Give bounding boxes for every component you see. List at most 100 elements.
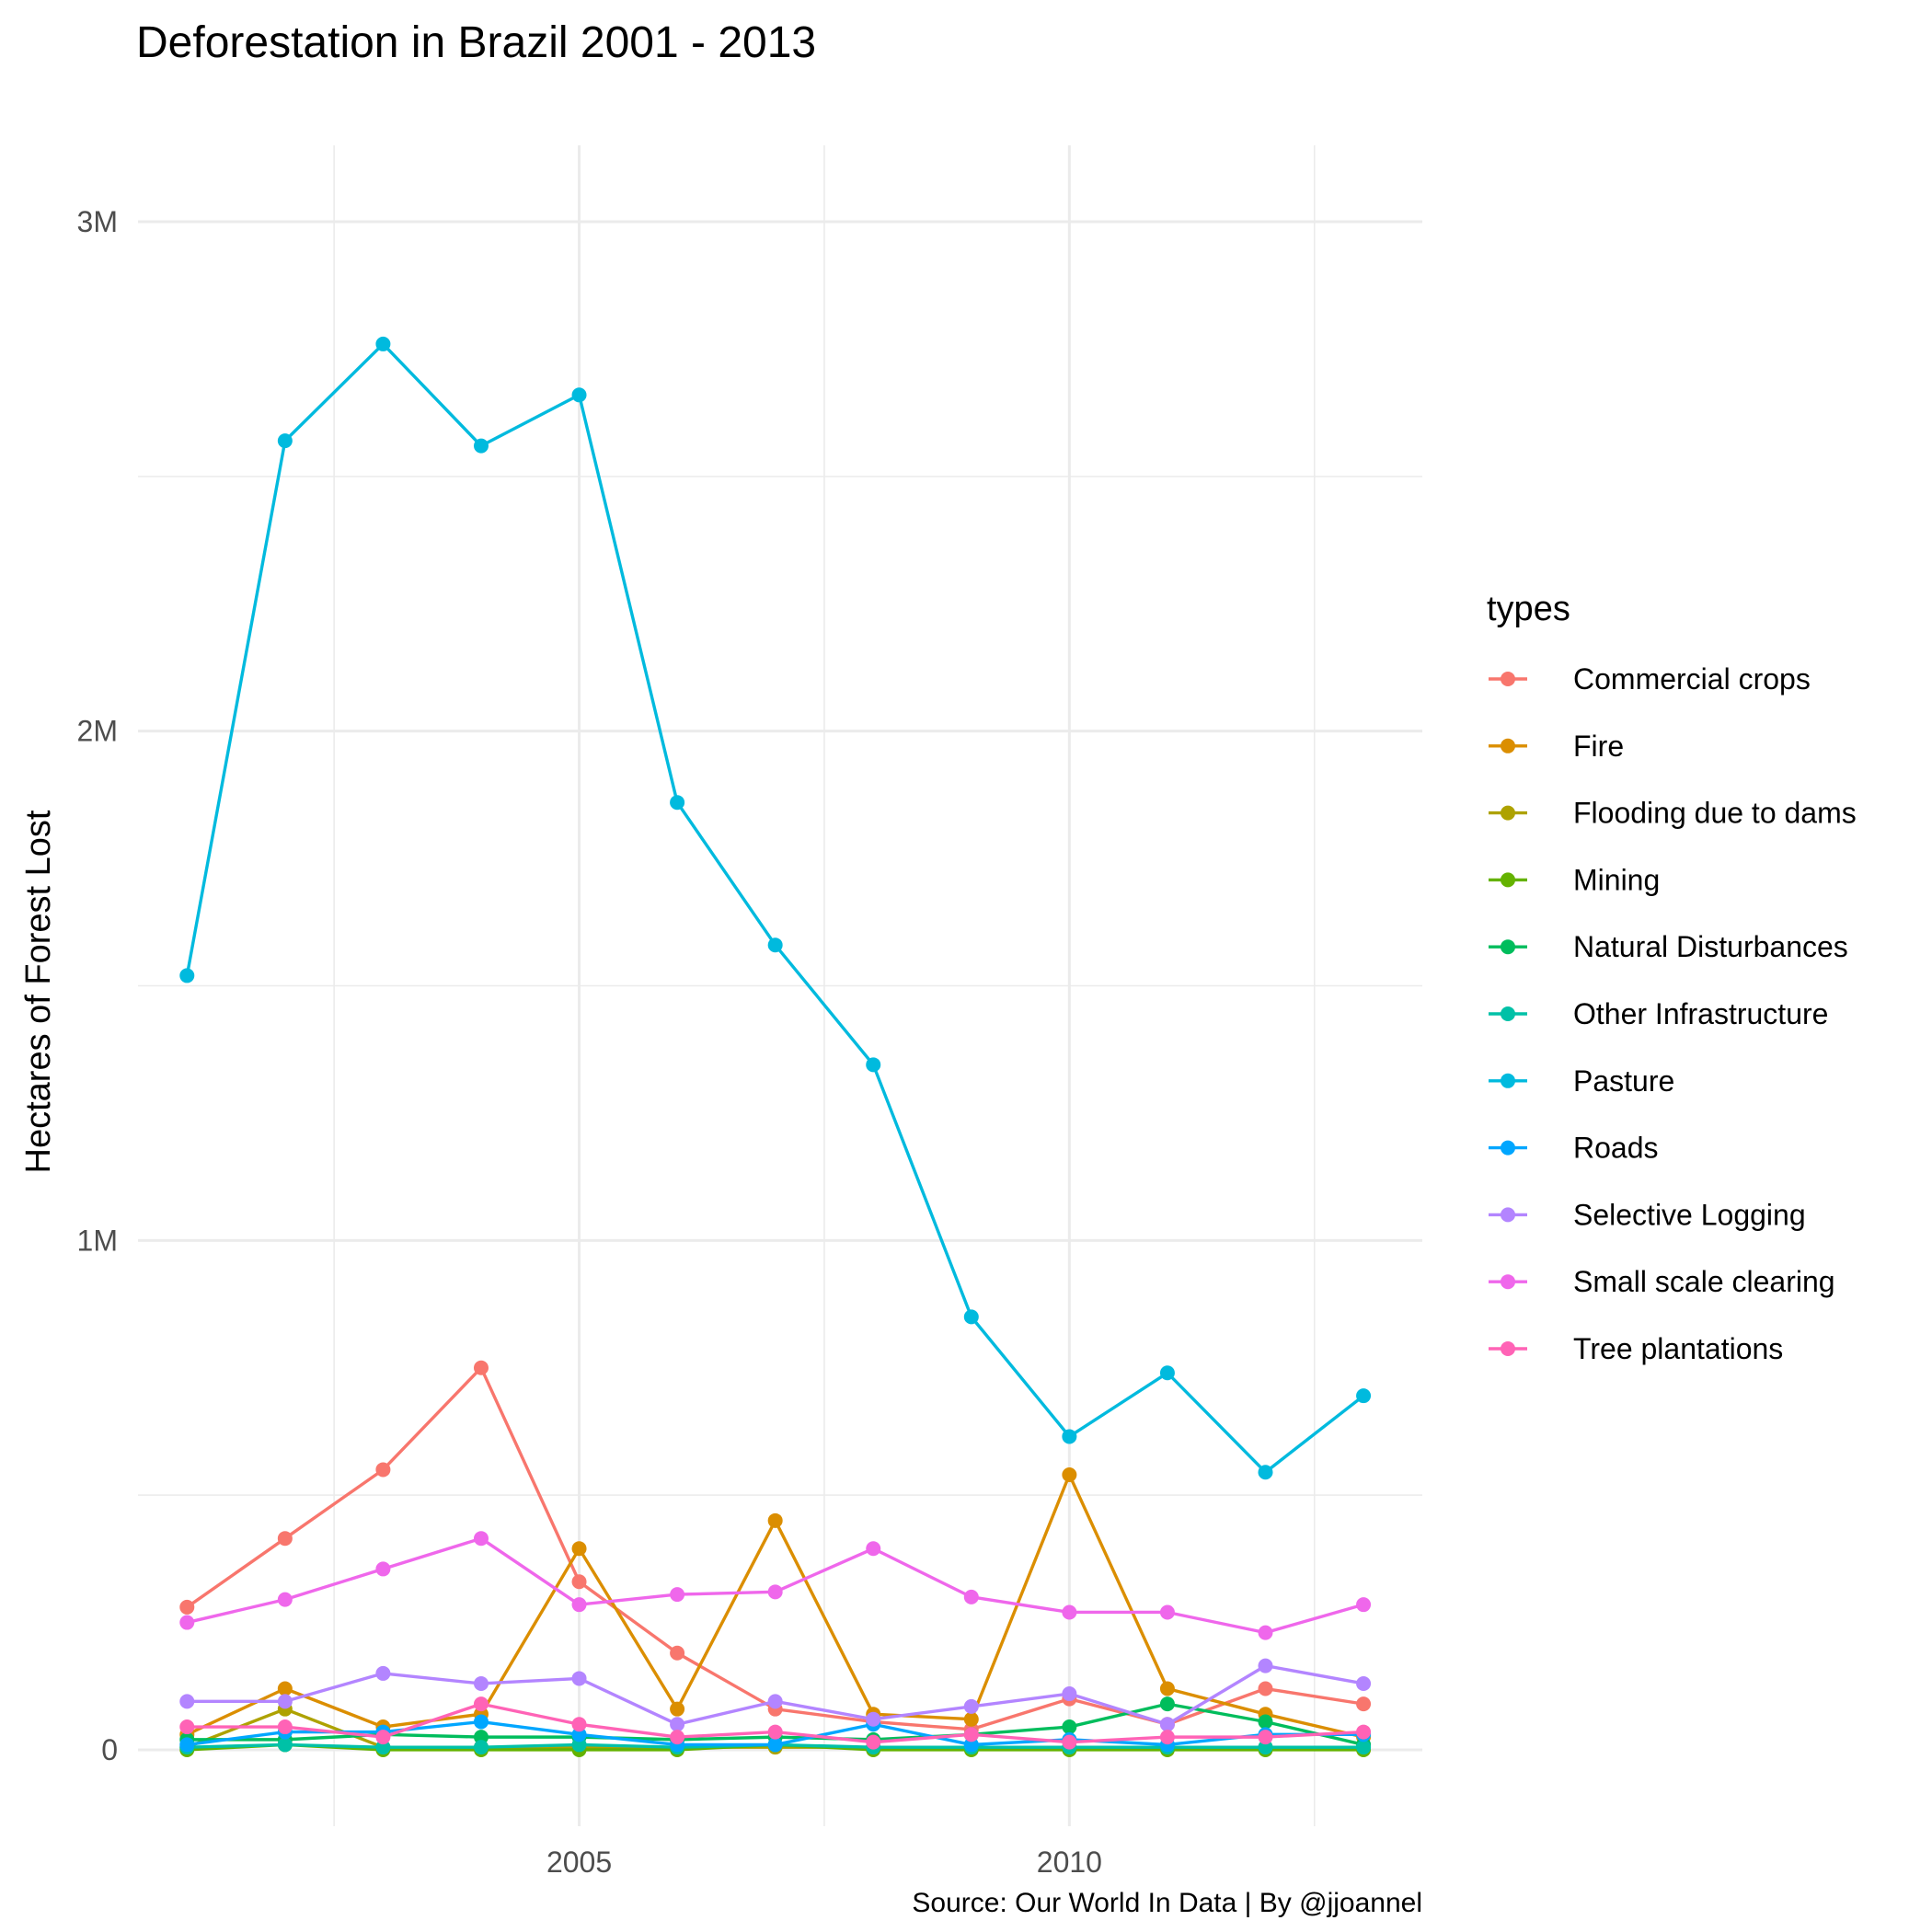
data-point	[1159, 1696, 1175, 1712]
data-point	[866, 1541, 881, 1557]
legend-label: Roads	[1573, 1132, 1659, 1165]
series-line	[186, 1366, 1364, 1731]
data-point	[375, 1561, 391, 1577]
data-point	[179, 1737, 195, 1753]
data-point	[375, 1462, 391, 1478]
legend-item: Other Infrastructure	[1489, 997, 1828, 1030]
data-point	[375, 1730, 391, 1745]
data-point	[277, 1531, 293, 1547]
legend-label: Selective Logging	[1573, 1198, 1806, 1231]
data-point	[1159, 1604, 1175, 1620]
series-line	[185, 342, 1365, 1474]
legend-item: Tree plantations	[1489, 1332, 1783, 1365]
data-point	[866, 1711, 881, 1727]
data-point	[277, 1694, 293, 1709]
legend-title: types	[1487, 590, 1570, 628]
legend-items: Commercial crops Fire Flooding due to dams…	[1489, 662, 1857, 1365]
data-point	[1159, 1730, 1175, 1745]
legend-key-point	[1501, 939, 1515, 955]
data-point	[473, 1740, 489, 1755]
legend-key-point	[1501, 1207, 1515, 1223]
data-point	[670, 795, 685, 811]
legend: types Commercial crops Fire Flooding due t…	[1487, 590, 1857, 1365]
data-point	[571, 1671, 587, 1686]
data-point	[179, 968, 195, 983]
legend-key-point	[1501, 672, 1515, 686]
data-point	[1356, 1597, 1372, 1613]
data-point	[767, 1737, 783, 1753]
legend-item: Fire	[1489, 730, 1624, 763]
data-point	[767, 937, 783, 953]
legend-label: Flooding due to dams	[1573, 797, 1857, 830]
data-point	[473, 1730, 489, 1745]
data-point	[963, 1309, 979, 1325]
data-point	[1258, 1658, 1273, 1673]
data-point	[473, 1714, 489, 1730]
y-tick-label: 3M	[77, 205, 118, 238]
legend-key-point	[1501, 805, 1515, 821]
y-tick-label: 0	[101, 1733, 118, 1766]
data-point	[963, 1737, 979, 1753]
data-point	[963, 1727, 979, 1742]
data-point	[1159, 1681, 1175, 1696]
legend-key-point	[1501, 1006, 1515, 1021]
data-point	[670, 1730, 685, 1745]
legend-item: Roads	[1489, 1132, 1659, 1165]
legend-item: Pasture	[1489, 1064, 1674, 1098]
y-tick-label: 1M	[77, 1224, 118, 1257]
data-point	[571, 1574, 587, 1590]
data-point	[1062, 1604, 1077, 1620]
series-small-scale-clearing	[179, 1531, 1372, 1640]
data-point	[473, 438, 489, 454]
data-point	[179, 1599, 195, 1615]
legend-label: Small scale clearing	[1573, 1265, 1835, 1298]
data-point	[571, 1717, 587, 1732]
data-point	[473, 1360, 489, 1375]
data-point	[1356, 1388, 1372, 1404]
data-point	[571, 387, 587, 403]
series-selective-logging	[179, 1658, 1372, 1732]
legend-key-point	[1501, 1274, 1515, 1290]
data-point	[179, 1719, 195, 1735]
y-axis-title: Hectares of Forest Lost	[19, 810, 58, 1173]
data-point	[1159, 1717, 1175, 1732]
legend-key-point	[1501, 738, 1515, 753]
chart-title: Deforestation in Brazil 2001 - 2013	[136, 18, 816, 67]
legend-item: Flooding due to dams	[1489, 797, 1857, 830]
data-point	[1062, 1734, 1077, 1750]
data-point	[1258, 1714, 1273, 1730]
data-point	[866, 1734, 881, 1750]
y-tick-label: 2M	[77, 715, 118, 748]
series-lines	[179, 336, 1372, 1757]
x-tick-label: 2005	[546, 1846, 612, 1879]
legend-key-point	[1501, 1073, 1515, 1088]
data-point	[277, 433, 293, 449]
data-point	[571, 1597, 587, 1613]
legend-item: Selective Logging	[1489, 1198, 1806, 1231]
data-point	[767, 1512, 783, 1528]
data-point	[1258, 1740, 1273, 1755]
legend-label: Fire	[1573, 730, 1624, 763]
legend-label: Natural Disturbances	[1573, 930, 1848, 963]
data-point	[571, 1737, 587, 1753]
data-point	[1258, 1465, 1273, 1480]
data-point	[375, 1665, 391, 1681]
legend-label: Commercial crops	[1573, 662, 1811, 696]
data-point	[1356, 1696, 1372, 1712]
data-point	[277, 1737, 293, 1753]
x-axis-tick-labels: 2005 2010	[546, 1846, 1102, 1879]
legend-key-point	[1501, 872, 1515, 888]
data-point	[1258, 1730, 1273, 1745]
x-tick-label: 2010	[1037, 1846, 1102, 1879]
data-point	[571, 1727, 587, 1742]
legend-key-point	[1501, 1341, 1515, 1356]
data-point	[375, 336, 391, 351]
legend-item: Natural Disturbances	[1489, 930, 1848, 963]
legend-label: Tree plantations	[1573, 1332, 1783, 1365]
data-point	[767, 1694, 783, 1709]
data-point	[375, 1740, 391, 1755]
legend-item: Small scale clearing	[1489, 1265, 1835, 1298]
data-point	[670, 1717, 685, 1732]
data-point	[179, 1694, 195, 1709]
